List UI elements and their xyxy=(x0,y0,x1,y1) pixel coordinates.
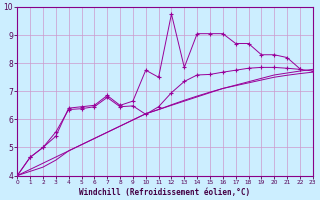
X-axis label: Windchill (Refroidissement éolien,°C): Windchill (Refroidissement éolien,°C) xyxy=(79,188,251,197)
